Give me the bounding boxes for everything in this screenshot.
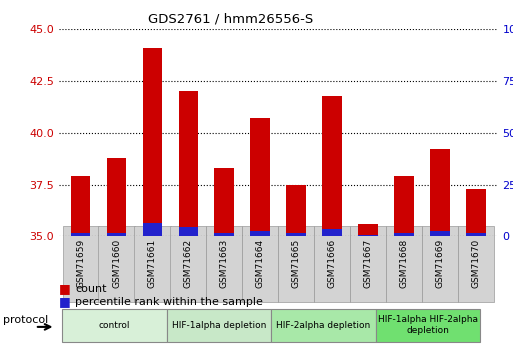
Bar bbox=[214, 233, 234, 236]
Bar bbox=[179, 91, 199, 236]
Text: HIF-2alpha depletion: HIF-2alpha depletion bbox=[277, 321, 371, 330]
Bar bbox=[71, 233, 90, 236]
Bar bbox=[214, 168, 234, 236]
Text: count: count bbox=[75, 284, 107, 294]
Bar bbox=[286, 233, 306, 236]
Bar bbox=[358, 235, 378, 236]
Text: control: control bbox=[99, 321, 130, 330]
Bar bbox=[322, 96, 342, 236]
Bar bbox=[466, 233, 486, 236]
Bar bbox=[322, 229, 342, 236]
Bar bbox=[250, 231, 270, 236]
Bar bbox=[179, 227, 199, 236]
Bar bbox=[466, 189, 486, 236]
Text: GDS2761 / hmm26556-S: GDS2761 / hmm26556-S bbox=[148, 12, 313, 25]
Text: protocol: protocol bbox=[3, 315, 48, 325]
Bar bbox=[143, 223, 162, 236]
Bar bbox=[430, 149, 450, 236]
Bar bbox=[394, 233, 414, 236]
Bar bbox=[430, 231, 450, 236]
Bar bbox=[107, 158, 126, 236]
Text: percentile rank within the sample: percentile rank within the sample bbox=[75, 297, 263, 307]
Text: HIF-1alpha HIF-2alpha
depletion: HIF-1alpha HIF-2alpha depletion bbox=[378, 315, 478, 335]
Text: HIF-1alpha depletion: HIF-1alpha depletion bbox=[172, 321, 266, 330]
Bar bbox=[71, 176, 90, 236]
Bar bbox=[250, 118, 270, 236]
Bar bbox=[358, 224, 378, 236]
Text: ■: ■ bbox=[59, 282, 71, 295]
Bar bbox=[394, 176, 414, 236]
Text: ■: ■ bbox=[59, 295, 71, 308]
Bar bbox=[107, 233, 126, 236]
Bar bbox=[286, 185, 306, 236]
Bar bbox=[143, 48, 162, 236]
